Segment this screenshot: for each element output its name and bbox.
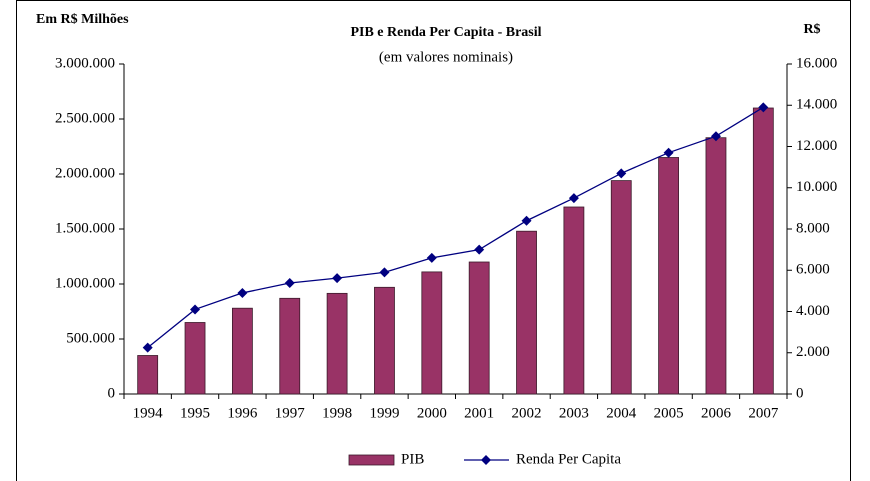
marker (568, 193, 579, 204)
bar (752, 107, 774, 395)
y-tick-label: 2.000.000 (55, 165, 115, 181)
y2-tick-label: 2.000 (796, 344, 830, 360)
legend-marker (481, 455, 491, 465)
x-tick-label: 2003 (559, 405, 589, 421)
y2-tick-label: 8.000 (796, 220, 830, 236)
marker (190, 304, 201, 315)
y-tick-label: 0 (108, 385, 116, 401)
marker (474, 244, 485, 255)
y-tick-label: 2.500.000 (55, 110, 115, 126)
x-tick-label: 2005 (654, 405, 684, 421)
chart-subtitle: (em valores nominais) (379, 49, 513, 65)
bar (326, 292, 348, 395)
x-tick-label: 2000 (417, 405, 447, 421)
y-tick-label: 1.000.000 (55, 275, 115, 291)
marker (379, 267, 390, 278)
y-tick-label: 3.000.000 (55, 55, 115, 71)
y2-tick-label: 6.000 (796, 262, 830, 278)
bar (279, 297, 301, 395)
y2-axis-label: R$ (803, 22, 820, 37)
marker (142, 342, 153, 353)
y2-tick-label: 16.000 (796, 55, 837, 71)
y2-tick-label: 0 (796, 385, 804, 401)
bar (563, 206, 585, 395)
x-tick-label: 2004 (606, 405, 637, 421)
bar (658, 157, 680, 395)
legend-label: PIB (401, 451, 424, 467)
bar (610, 180, 632, 395)
x-tick-label: 1995 (180, 405, 210, 421)
bar (231, 307, 253, 395)
legend-swatch (348, 454, 395, 466)
bar (705, 137, 727, 395)
y2-tick-label: 4.000 (796, 303, 830, 319)
marker (616, 168, 627, 179)
y-tick-label: 500.000 (66, 330, 115, 346)
y-axis-label: Em R$ Milhões (36, 12, 129, 27)
bar (421, 271, 443, 395)
bar (516, 230, 537, 395)
marker (332, 273, 343, 284)
x-tick-label: 1999 (369, 405, 399, 421)
x-tick-label: 1998 (322, 405, 352, 421)
legend-label: Renda Per Capita (516, 451, 621, 467)
bar (468, 261, 490, 395)
y-tick-label: 1.500.000 (55, 220, 115, 236)
bar (137, 355, 159, 395)
chart-title: PIB e Renda Per Capita - Brasil (350, 25, 541, 40)
marker (663, 147, 674, 158)
bar (374, 286, 395, 395)
line (147, 106, 764, 349)
x-tick-label: 2002 (512, 405, 542, 421)
marker (521, 215, 532, 226)
marker (237, 287, 248, 298)
y2-tick-label: 14.000 (796, 97, 837, 113)
marker (710, 131, 721, 142)
bar (184, 322, 206, 395)
y2-tick-label: 10.000 (796, 179, 837, 195)
marker (758, 102, 769, 113)
frame (16, 0, 851, 481)
x-tick-label: 1997 (275, 405, 306, 421)
marker (284, 278, 295, 289)
x-tick-label: 2006 (701, 405, 732, 421)
x-tick-label: 2001 (464, 405, 494, 421)
x-tick-label: 1996 (227, 405, 258, 421)
x-tick-label: 2007 (748, 405, 779, 421)
x-tick-label: 1994 (133, 405, 164, 421)
marker (426, 252, 437, 263)
y2-tick-label: 12.000 (796, 138, 837, 154)
